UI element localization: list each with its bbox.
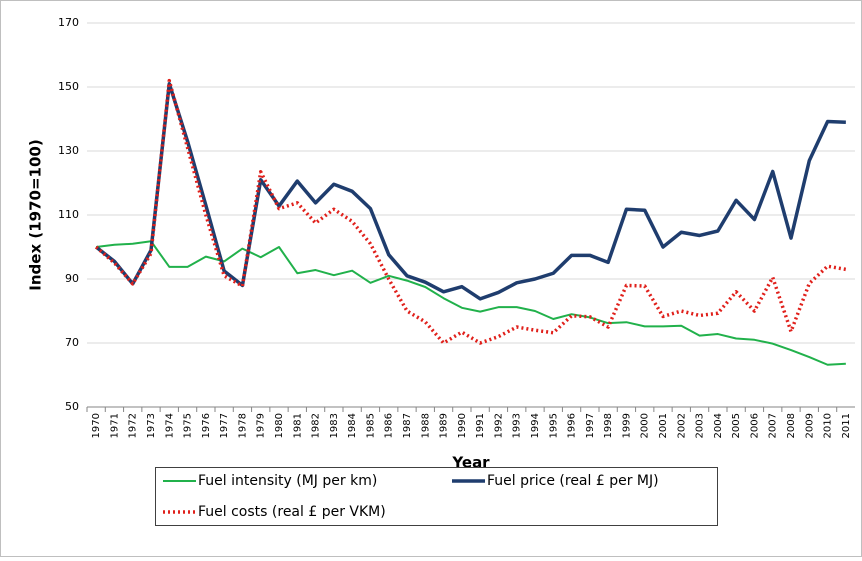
x-tick-label: 1983: [329, 413, 340, 438]
x-tick-label: 2001: [658, 413, 669, 438]
x-tick-label: 1972: [128, 413, 139, 438]
x-tick-label: 1992: [493, 413, 504, 438]
x-tick-label: 1984: [347, 413, 358, 438]
x-tick-label: 1985: [365, 413, 376, 438]
x-tick-label: 1975: [183, 413, 194, 438]
x-tick-label: 2010: [823, 413, 834, 438]
x-tick-label: 2004: [713, 413, 724, 438]
y-tick-label: 90: [65, 272, 79, 285]
series-line: [95, 82, 846, 301]
y-tick-label: 150: [58, 80, 79, 93]
x-tick-label: 1981: [292, 413, 303, 438]
x-tick-label: 1995: [548, 413, 559, 438]
x-tick-label: 1974: [164, 413, 175, 438]
x-tick-label: 2002: [676, 413, 687, 438]
y-tick-label: 130: [58, 144, 79, 157]
x-tick-label: 1979: [256, 413, 267, 438]
x-tick-label: 1993: [512, 413, 523, 438]
x-tick-label: 2009: [804, 413, 815, 438]
x-tick-label: 1997: [585, 413, 596, 438]
x-tick-label: 1971: [109, 413, 120, 438]
x-tick-label: 1996: [567, 413, 578, 438]
x-tick-label: 2003: [695, 413, 706, 438]
y-tick-label: 170: [58, 16, 79, 29]
x-tick-label: 1973: [146, 413, 157, 438]
x-tick-label: 1977: [219, 413, 230, 438]
x-tick-label: 1989: [439, 413, 450, 438]
x-tick-label: 2005: [731, 413, 742, 438]
x-tick-label: 2006: [749, 413, 760, 438]
x-tick-label: 1980: [274, 413, 285, 438]
legend-box: [155, 467, 718, 526]
y-tick-label: 50: [65, 400, 79, 413]
x-tick-label: 1991: [475, 413, 486, 438]
x-tick-label: 1970: [91, 413, 102, 438]
x-tick-label: 1978: [237, 413, 248, 438]
x-tick-label: 2000: [640, 413, 651, 438]
x-tick-label: 2007: [768, 413, 779, 438]
x-tick-label: 1990: [457, 413, 468, 438]
legend-label: Fuel intensity (MJ per km): [198, 473, 377, 489]
y-tick-label: 70: [65, 336, 79, 349]
x-tick-label: 1988: [420, 413, 431, 438]
legend-label: Fuel price (real £ per MJ): [487, 473, 659, 489]
legend-label: Fuel costs (real £ per VKM): [198, 504, 386, 520]
x-tick-label: 1986: [384, 413, 395, 438]
x-tick-label: 1999: [621, 413, 632, 438]
x-tick-label: 1998: [603, 413, 614, 438]
y-axis-label: Index (1970=100): [27, 139, 45, 290]
x-tick-label: 1994: [530, 413, 541, 438]
x-tick-label: 2011: [841, 413, 852, 438]
x-tick-label: 1982: [311, 413, 322, 438]
x-tick-label: 1987: [402, 413, 413, 438]
y-tick-label: 110: [58, 208, 79, 221]
series-line: [94, 78, 847, 345]
x-tick-label: 1976: [201, 413, 212, 438]
x-tick-label: 2008: [786, 413, 797, 438]
